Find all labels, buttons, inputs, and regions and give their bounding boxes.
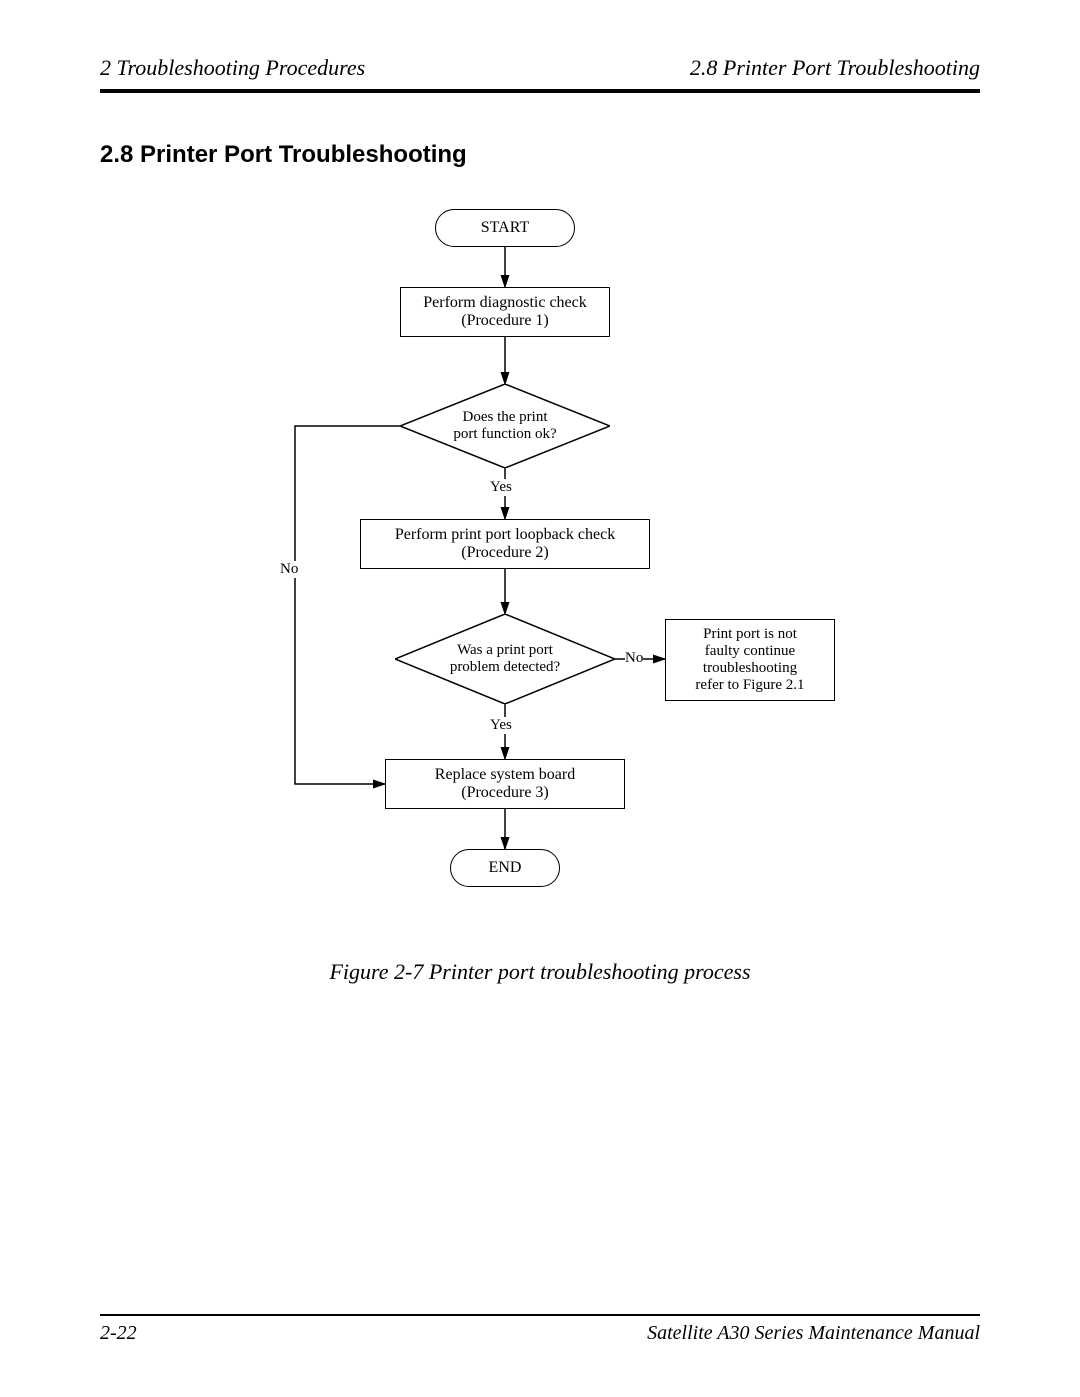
node-side: Print port is not faulty continue troubl… — [665, 619, 835, 701]
footer-left: 2-22 — [100, 1322, 137, 1345]
node-start: START — [435, 209, 575, 247]
page-footer: 2-22 Satellite A30 Series Maintenance Ma… — [100, 1314, 980, 1345]
node-proc3: Replace system board (Procedure 3) — [385, 759, 625, 809]
label-no-right: No — [625, 650, 643, 667]
node-proc2: Perform print port loopback check (Proce… — [360, 519, 650, 569]
label-no-left: No — [280, 561, 298, 578]
header-right: 2.8 Printer Port Troubleshooting — [690, 55, 980, 81]
footer-rule — [100, 1314, 980, 1316]
header-left: 2 Troubleshooting Procedures — [100, 55, 365, 81]
node-end: END — [450, 849, 560, 887]
page-header: 2 Troubleshooting Procedures 2.8 Printer… — [100, 55, 980, 87]
footer-right: Satellite A30 Series Maintenance Manual — [647, 1322, 980, 1345]
flowchart: START Perform diagnostic check (Procedur… — [100, 209, 980, 929]
node-dec2: Was a print port problem detected? — [395, 614, 615, 704]
section-title: 2.8 Printer Port Troubleshooting — [100, 141, 980, 169]
label-yes-1: Yes — [490, 479, 512, 496]
header-rule — [100, 89, 980, 93]
label-yes-2: Yes — [490, 717, 512, 734]
figure-caption: Figure 2-7 Printer port troubleshooting … — [100, 959, 980, 985]
node-proc1: Perform diagnostic check (Procedure 1) — [400, 287, 610, 337]
node-dec1: Does the print port function ok? — [400, 384, 610, 468]
